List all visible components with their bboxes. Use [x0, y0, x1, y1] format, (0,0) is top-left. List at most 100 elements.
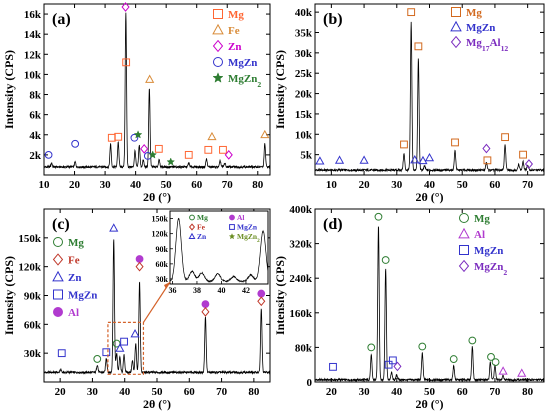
legend-label: MgZn [466, 22, 495, 34]
phase-marker [184, 150, 193, 159]
phase-marker [410, 154, 420, 164]
phase-marker [451, 138, 459, 147]
xrd-trace [43, 12, 271, 170]
legend-label: Fe [68, 255, 80, 267]
y-tick-label: 5k [300, 150, 313, 162]
legend-marker [213, 9, 223, 19]
inset-legend-marker [229, 224, 235, 230]
legend-subscript: 17 [482, 44, 490, 53]
y-axis-label: Intensity (CPS) [2, 50, 16, 129]
y-tick-label: 40k [295, 7, 313, 19]
legend-marker [458, 227, 470, 239]
x-tick-label: 60 [184, 386, 196, 398]
inset-x-tick-label: 42 [242, 286, 250, 295]
phase-marker [449, 355, 458, 363]
y-tick-label: 120k [18, 262, 42, 274]
phase-marker [133, 130, 143, 139]
legend-marker [459, 245, 469, 255]
phase-marker [201, 306, 210, 317]
legend-label: MgZn [474, 245, 503, 257]
x-tick-label: 20 [359, 179, 371, 191]
phase-marker [491, 358, 500, 367]
y-axis-label: Intensity (CPS) [273, 50, 287, 129]
panel-2: 20 30 40 50 60 70 80 30k 60k 90k 120k 150k 2θ (°) Int… [2, 208, 271, 411]
phase-marker [334, 155, 345, 164]
x-tick-label: 30 [359, 386, 371, 398]
legend-label: Mg [466, 7, 482, 19]
legend-marker [458, 259, 470, 273]
phase-marker [329, 362, 337, 371]
x-tick-label: 60 [457, 386, 469, 398]
phase-marker [524, 159, 534, 169]
zoom-arrowhead [164, 282, 170, 289]
inset-legend-marker [228, 233, 236, 240]
panel-1: 10 20 30 40 50 60 70 5k 10k 15k 20k 25k 30k 35k 40k 2θ … [273, 3, 545, 204]
phase-marker [207, 131, 217, 141]
legend-label: Zn [68, 272, 81, 284]
phase-marker [367, 343, 376, 352]
y-tick-label: 2k [29, 150, 42, 162]
x-tick-label: 20 [326, 386, 338, 398]
legend-subscript: 2 [257, 80, 261, 89]
phase-marker [517, 368, 527, 377]
y-tick-label: 320k [289, 239, 313, 251]
zoom-window [107, 321, 145, 375]
panel-0: 10 20 30 40 50 60 70 80 2k 4k 6k 8k 10k 12k 14k 16k 2θ (… [2, 2, 271, 204]
x-tick-label: 50 [457, 179, 469, 191]
phase-marker [44, 150, 53, 159]
legend-label: MgZn [228, 57, 257, 69]
phase-marker [260, 129, 270, 139]
inset-legend-marker [229, 214, 235, 221]
phase-marker [257, 296, 266, 307]
inset-y-tick-label: 60k [156, 260, 169, 269]
phase-marker [145, 74, 155, 83]
y-tick-label: 6k [29, 110, 42, 122]
x-tick-label: 10 [326, 179, 338, 191]
inset-legend-marker [188, 223, 196, 231]
inset-trace [169, 217, 269, 283]
y-tick-label: 8k [29, 90, 42, 102]
phase-marker [374, 212, 383, 221]
legend-marker [450, 35, 462, 49]
phase-marker [71, 139, 80, 148]
x-tick-label: 20 [55, 386, 67, 398]
y-tick-label: 30k [295, 48, 313, 60]
y-tick-label: 20k [295, 89, 313, 101]
y-tick-label: 25k [295, 68, 313, 80]
legend-label: Al [68, 307, 79, 319]
inset-legend-marker [189, 214, 195, 221]
legend-label: Mg [228, 9, 244, 21]
x-tick-label: 80 [248, 386, 260, 398]
inset-legend-label: MgZn [237, 223, 258, 232]
phase-marker [148, 150, 158, 159]
y-tick-label: 14k [24, 29, 42, 41]
legend-label: MgZn [68, 290, 97, 302]
phase-marker [102, 348, 111, 357]
legend-label: MgZn2 [474, 261, 507, 277]
phase-marker [112, 339, 121, 348]
x-tick-label: 40 [424, 179, 436, 191]
y-tick-label: 16k [24, 9, 42, 21]
x-tick-label: 20 [69, 179, 81, 191]
legend-marker [213, 57, 223, 67]
y-tick-label: 0 [307, 377, 313, 389]
y-tick-label: 35k [295, 28, 313, 40]
y-tick-label: 90k [24, 291, 42, 303]
panel-label: (d) [323, 216, 343, 233]
inset-legend-label: Al [237, 213, 245, 222]
inset-legend-label: Zn [197, 232, 207, 241]
phase-marker [114, 132, 123, 141]
legend-marker [212, 23, 224, 35]
phase-marker [468, 336, 477, 345]
x-axis-label: 2θ (°) [415, 397, 443, 411]
legend-label: Fe [228, 25, 240, 37]
y-axis-label: Intensity (CPS) [2, 256, 16, 335]
legend-label-part: Al [490, 37, 501, 49]
x-tick-label: 10 [39, 179, 51, 191]
y-tick-label: 15k [295, 109, 313, 121]
phase-marker [219, 145, 227, 154]
phase-marker [393, 361, 402, 372]
inset-legend-label: Mg [197, 213, 208, 222]
